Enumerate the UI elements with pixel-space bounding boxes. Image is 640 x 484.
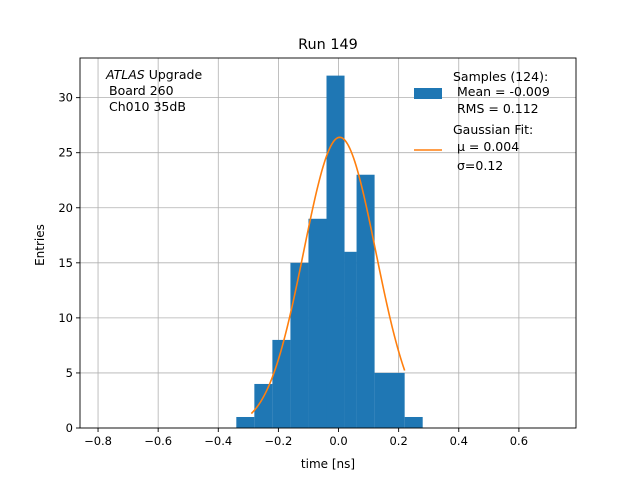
annotation-line-2: Board 260 bbox=[109, 83, 174, 98]
histogram-bar-7 bbox=[356, 174, 375, 428]
x-axis-label: time [ns] bbox=[301, 457, 355, 471]
x-tick-label: 0.2 bbox=[389, 434, 407, 448]
gaussian-fit-curve bbox=[250, 136, 406, 415]
histogram-bar-3 bbox=[290, 262, 309, 428]
histogram-bar-1 bbox=[254, 383, 273, 428]
x-tick-label: 0.4 bbox=[450, 434, 468, 448]
annotation-upgrade: Upgrade bbox=[145, 67, 203, 82]
x-tick-label: −0.2 bbox=[264, 434, 292, 448]
axes bbox=[79, 57, 577, 429]
atlas-annotation: ATLAS Upgrade Board 260 Ch010 35dB bbox=[105, 67, 202, 114]
legend-samples-title: Samples (124): bbox=[453, 69, 548, 84]
legend-fit-title: Gaussian Fit: bbox=[453, 122, 533, 137]
histogram-bar-5 bbox=[326, 75, 345, 428]
y-tick-label: 30 bbox=[58, 91, 73, 105]
annotation-line-3: Ch010 35dB bbox=[109, 99, 186, 114]
histogram-bar-6 bbox=[344, 251, 357, 428]
y-tick-label: 5 bbox=[66, 366, 73, 380]
ticks: −0.8 −0.6 −0.4 −0.2 0.0 0.2 0.4 0.6 0 5 10 15 20 25 30 bbox=[58, 91, 528, 448]
y-tick-label: 15 bbox=[58, 256, 73, 270]
x-tick-label: −0.8 bbox=[84, 434, 112, 448]
x-tick-label: −0.4 bbox=[204, 434, 232, 448]
legend-samples-swatch bbox=[414, 88, 442, 99]
y-tick-label: 25 bbox=[58, 146, 73, 160]
gaussian-fit bbox=[250, 136, 406, 415]
histogram-bar-9 bbox=[404, 416, 423, 428]
legend-samples-mean: Mean = -0.009 bbox=[457, 84, 550, 99]
annotation-line-1: ATLAS Upgrade bbox=[105, 67, 202, 82]
y-axis-label: Entries bbox=[33, 224, 47, 266]
legend-fit-mu: μ = 0.004 bbox=[457, 139, 519, 154]
histogram-bar-0 bbox=[236, 416, 255, 428]
histogram-bars bbox=[236, 75, 423, 428]
histogram-bar-4 bbox=[308, 218, 327, 428]
y-tick-label: 20 bbox=[58, 201, 73, 215]
legend: Samples (124): Mean = -0.009 RMS = 0.112… bbox=[414, 69, 550, 173]
x-tick-label: 0.6 bbox=[510, 434, 528, 448]
histogram-bar-2 bbox=[272, 339, 291, 428]
legend-samples-rms: RMS = 0.112 bbox=[457, 101, 539, 116]
x-tick-label: −0.6 bbox=[144, 434, 172, 448]
histogram-bar-8 bbox=[374, 372, 405, 428]
annotation-atlas: ATLAS bbox=[105, 67, 145, 82]
chart-title: Run 149 bbox=[298, 37, 358, 53]
x-tick-label: 0.0 bbox=[329, 434, 347, 448]
y-tick-label: 10 bbox=[58, 311, 73, 325]
axes-frame bbox=[79, 57, 577, 429]
legend-fit-sigma: σ=0.12 bbox=[457, 158, 503, 173]
y-tick-label: 0 bbox=[66, 421, 73, 435]
